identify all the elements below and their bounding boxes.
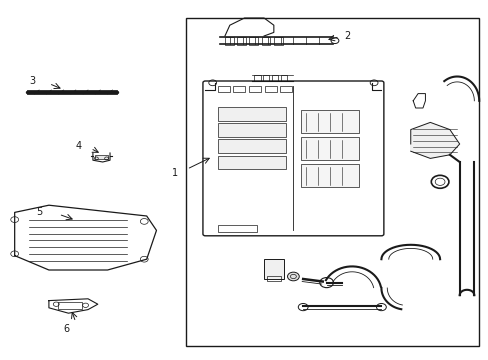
Bar [217,139,285,153]
Bar [266,276,281,281]
Bar [95,155,107,159]
Text: 2: 2 [344,31,350,41]
Bar [261,37,270,45]
FancyBboxPatch shape [203,81,383,236]
Bar [248,86,261,92]
Bar [249,37,258,45]
Bar [264,86,276,92]
Circle shape [287,272,299,281]
Bar [300,110,359,133]
Bar [217,107,285,121]
Text: 5: 5 [37,207,43,217]
Bar [58,302,82,309]
Bar [217,86,229,92]
Text: 1: 1 [172,168,178,178]
Bar [237,37,245,45]
Bar [280,75,286,81]
Bar [254,75,260,81]
Bar [264,259,283,279]
Bar [224,37,233,45]
Bar [217,225,256,232]
Bar [271,75,278,81]
Text: 6: 6 [63,324,69,334]
Bar [185,18,478,346]
Bar [300,164,359,187]
Bar [273,37,282,45]
Bar [233,86,245,92]
Bar [263,75,269,81]
Polygon shape [410,122,459,158]
Bar [280,86,292,92]
Text: 4: 4 [76,141,82,151]
Bar [300,137,359,160]
Text: 3: 3 [29,76,36,86]
Bar [217,156,285,169]
Bar [217,123,285,137]
